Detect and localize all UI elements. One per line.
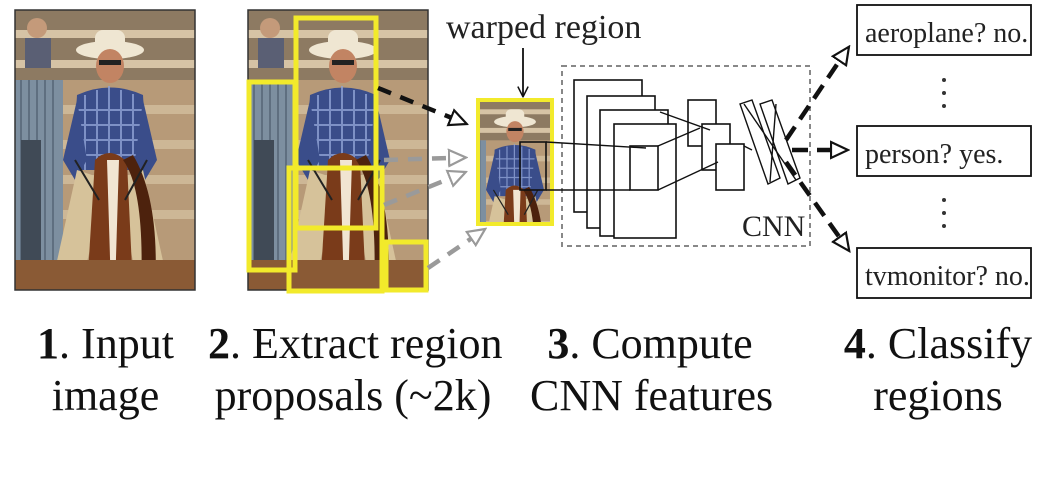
input-image [14,9,196,291]
step-number-1: 1 [37,319,60,368]
step-caption-4: 4. Classify regions [828,318,1048,422]
step-number-2: 2 [208,319,230,368]
arrow-gray-1 [383,158,450,160]
class-label-aeroplane: aeroplane? no. [865,18,1028,49]
cnn-layers [573,79,745,239]
proposal-box-small [383,239,429,293]
proposal-box-panel [246,79,298,273]
vertical-ellipsis-2 [942,198,946,228]
arrow-gray-3 [426,238,472,270]
warped-region-label: warped region [446,9,641,46]
step-title-2: . Extract region [230,319,503,368]
conv-layer-2c [715,143,745,191]
cnn-connections [545,99,801,191]
step-subtitle-2: proposals (~2k) [214,371,492,420]
step-caption-1: 1. Input image [18,318,193,422]
arrow-dark [377,85,452,118]
fc-layer-1 [739,99,781,185]
proposal-box-lower [286,165,385,294]
class-box-aeroplane: aeroplane? no. [856,4,1032,56]
step-title-1: . Input [59,319,174,368]
step-subtitle-1: image [51,371,160,420]
conv-feature-1 [629,145,659,191]
step-title-3: . Compute [569,319,753,368]
proposal-arrows [377,85,472,270]
arrow-aeroplane [784,60,840,142]
step-number-4: 4 [843,319,866,368]
proposal-image [247,9,429,291]
warped-region-image [476,98,554,226]
step-number-3: 3 [547,319,570,368]
arrow-tvmonitor [784,160,840,238]
cnn-dashed-frame [561,65,811,247]
class-label-person: person? yes. [865,139,1003,170]
step-subtitle-3: CNN features [530,371,774,420]
vertical-ellipsis-1 [942,78,946,108]
class-box-person: person? yes. [856,125,1032,177]
step-subtitle-4: regions [873,371,1003,420]
cnn-label: CNN [742,210,805,243]
step-caption-2: 2. Extract region proposals (~2k) [208,318,502,422]
step-caption-3: 3. Compute CNN features [530,318,774,422]
step-title-4: . Classify [865,319,1033,368]
arrow-gray-2 [383,178,451,208]
fc-layer-2 [759,99,801,185]
class-label-tvmonitor: tvmonitor? no. [865,261,1030,292]
region-proposal-boxes [246,15,429,294]
classify-arrows [784,60,840,238]
class-box-tvmonitor: tvmonitor? no. [856,247,1032,299]
